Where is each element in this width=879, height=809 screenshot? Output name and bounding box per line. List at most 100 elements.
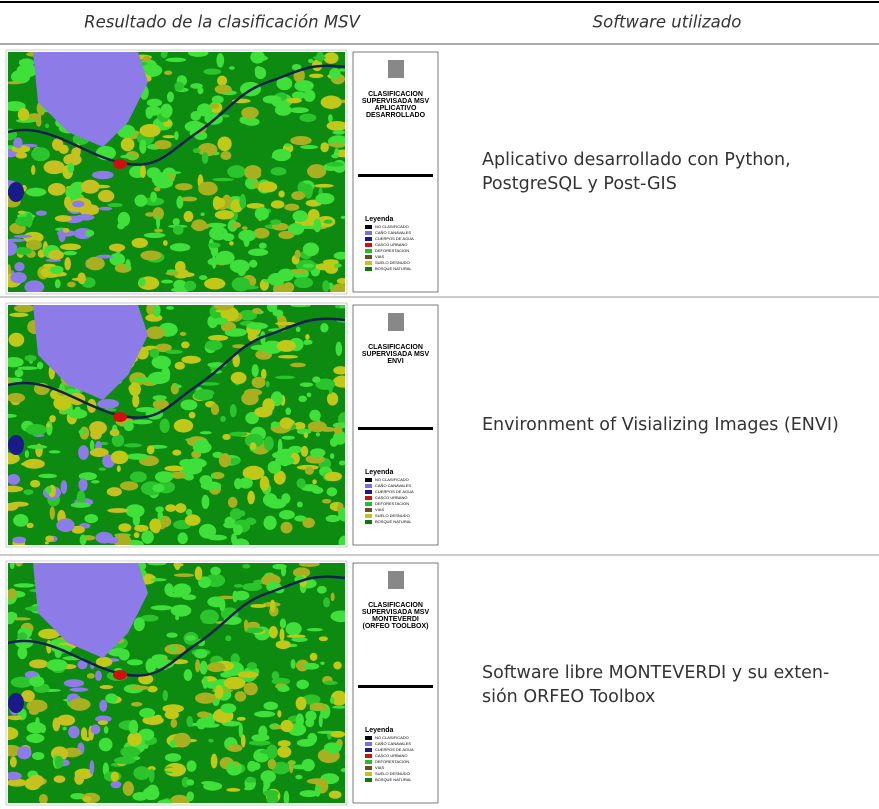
land-patch xyxy=(27,444,48,450)
land-patch xyxy=(309,448,326,458)
land-patch xyxy=(272,222,289,231)
land-patch xyxy=(188,52,209,57)
land-patch xyxy=(318,714,323,728)
land-patch xyxy=(17,107,30,121)
land-patch xyxy=(181,196,198,202)
land-patch xyxy=(337,433,343,440)
land-patch xyxy=(312,376,321,383)
land-patch xyxy=(271,148,292,162)
land-patch xyxy=(45,535,55,542)
land-patch xyxy=(323,680,338,686)
land-patch xyxy=(89,439,95,452)
land-patch xyxy=(184,514,201,526)
land-patch xyxy=(214,84,232,95)
land-patch xyxy=(85,256,105,271)
land-patch xyxy=(8,238,26,243)
land-patch xyxy=(86,673,95,679)
land-patch xyxy=(30,479,41,488)
land-patch xyxy=(208,334,229,341)
land-patch xyxy=(312,56,326,60)
land-patch xyxy=(289,759,294,774)
land-patch xyxy=(164,583,174,596)
land-patch xyxy=(309,652,318,661)
land-patch xyxy=(333,251,345,260)
land-patch xyxy=(267,460,282,474)
legend-swatch xyxy=(365,748,372,752)
land-patch xyxy=(15,152,28,159)
land-patch xyxy=(227,165,246,179)
urban xyxy=(113,412,127,422)
scale-bar xyxy=(358,174,433,177)
land-patch xyxy=(8,485,24,493)
land-patch xyxy=(293,421,306,430)
land-patch xyxy=(78,429,87,435)
land-patch xyxy=(25,212,33,228)
land-patch xyxy=(280,521,293,534)
legend-swatch xyxy=(365,225,372,229)
legend-swatch xyxy=(365,484,372,488)
land-patch xyxy=(132,377,153,383)
land-patch xyxy=(150,578,167,582)
land-patch xyxy=(13,234,33,238)
land-patch xyxy=(199,382,220,386)
land-patch xyxy=(173,384,182,389)
land-patch xyxy=(278,190,285,198)
land-patch xyxy=(13,137,23,149)
land-patch xyxy=(242,465,265,480)
land-patch xyxy=(25,423,47,436)
land-patch xyxy=(194,566,203,581)
land-patch xyxy=(133,617,145,632)
land-patch xyxy=(305,334,310,340)
legend-swatch xyxy=(365,478,372,482)
land-patch xyxy=(334,148,340,154)
scale-bar xyxy=(358,685,433,688)
land-patch xyxy=(82,796,92,803)
software-text: Aplicativo desarrollado con Python, xyxy=(482,150,791,170)
land-patch xyxy=(89,760,95,775)
land-patch xyxy=(98,737,113,752)
map-title: SUPERVISADA MSV xyxy=(362,351,430,358)
land-patch xyxy=(79,534,87,545)
land-patch xyxy=(89,447,109,457)
land-patch xyxy=(183,669,193,682)
land-patch xyxy=(78,445,89,460)
land-patch xyxy=(90,724,101,735)
legend-label: DEFORESTACION xyxy=(375,759,409,764)
land-patch xyxy=(151,355,172,369)
legend-label: CAÑO CANAVALES xyxy=(375,741,411,746)
land-patch xyxy=(71,525,85,534)
land-patch xyxy=(328,790,342,799)
land-patch xyxy=(325,514,341,523)
land-patch xyxy=(285,407,292,416)
legend-label: DEFORESTACION xyxy=(375,248,409,253)
land-patch xyxy=(133,766,150,780)
legend-label: CUERPOS DE AGUA xyxy=(375,489,414,494)
land-patch xyxy=(198,523,217,539)
land-patch xyxy=(95,656,113,667)
land-patch xyxy=(247,330,257,342)
land-patch xyxy=(81,179,100,194)
land-patch xyxy=(330,592,335,602)
land-patch xyxy=(170,471,186,479)
land-patch xyxy=(218,453,231,468)
legend-swatch xyxy=(365,766,372,770)
land-patch xyxy=(45,420,53,436)
land-patch xyxy=(329,453,335,459)
land-patch xyxy=(234,691,247,702)
land-patch xyxy=(12,536,27,544)
land-patch xyxy=(97,399,120,409)
legend-label: SUELO DESNUDO xyxy=(375,513,410,518)
land-patch xyxy=(217,75,228,87)
land-patch xyxy=(320,322,329,333)
land-patch xyxy=(8,715,23,721)
land-patch xyxy=(296,478,306,489)
land-patch xyxy=(145,106,162,116)
land-patch xyxy=(290,305,311,308)
land-patch xyxy=(195,659,201,673)
legend-label: BOSQUE NATURAL xyxy=(375,777,412,782)
land-patch xyxy=(14,369,24,378)
land-patch xyxy=(327,142,345,147)
land-patch xyxy=(210,753,218,769)
land-patch xyxy=(204,340,223,351)
land-patch xyxy=(305,718,315,728)
